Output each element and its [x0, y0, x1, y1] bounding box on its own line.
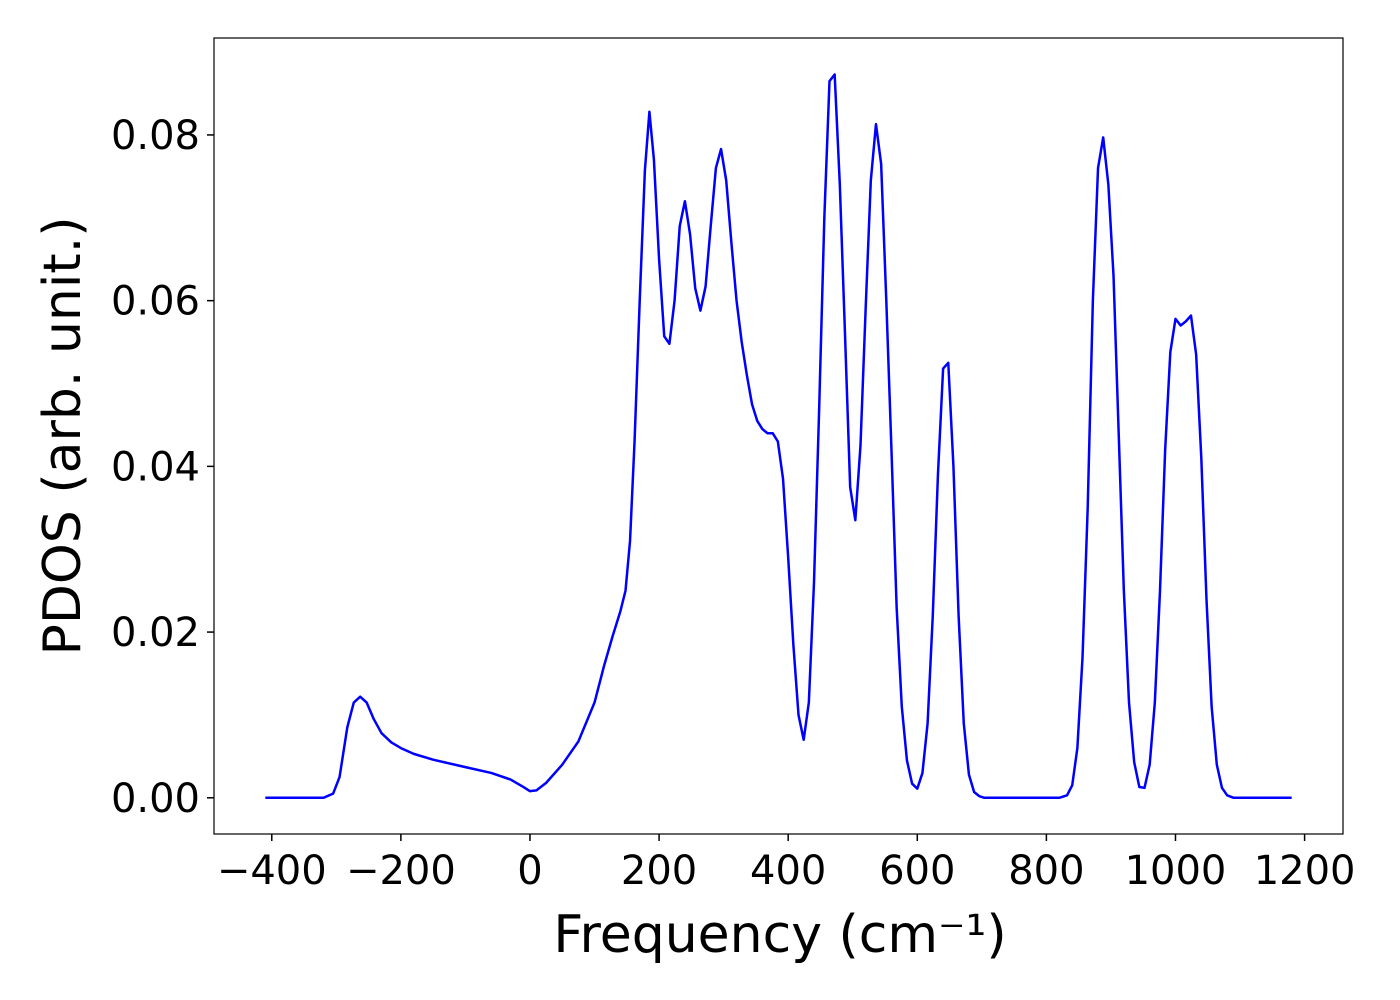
x-axis-label: Frequency (cm⁻¹) — [553, 905, 1006, 965]
plot-frame — [213, 37, 1344, 835]
x-tick-label: −400 — [217, 848, 327, 894]
y-tick-label: 0.08 — [111, 113, 200, 159]
x-tick-label: −200 — [346, 848, 456, 894]
x-tick-label: 0 — [517, 848, 542, 894]
x-tick-label: 1200 — [1254, 848, 1356, 894]
x-tick-label: 1000 — [1125, 848, 1227, 894]
data-line — [265, 73, 1292, 800]
y-tick-label: 0.02 — [111, 610, 200, 656]
x-tick-label: 400 — [750, 848, 826, 894]
y-tick-label: 0.06 — [111, 279, 200, 325]
x-tick-label: 600 — [879, 848, 955, 894]
y-tick-label: 0.04 — [111, 444, 200, 490]
y-tick-label: 0.00 — [111, 776, 200, 822]
y-axis-label: PDOS (arb. unit.) — [33, 216, 93, 655]
x-tick-label: 200 — [621, 848, 697, 894]
x-tick-label: 800 — [1008, 848, 1084, 894]
